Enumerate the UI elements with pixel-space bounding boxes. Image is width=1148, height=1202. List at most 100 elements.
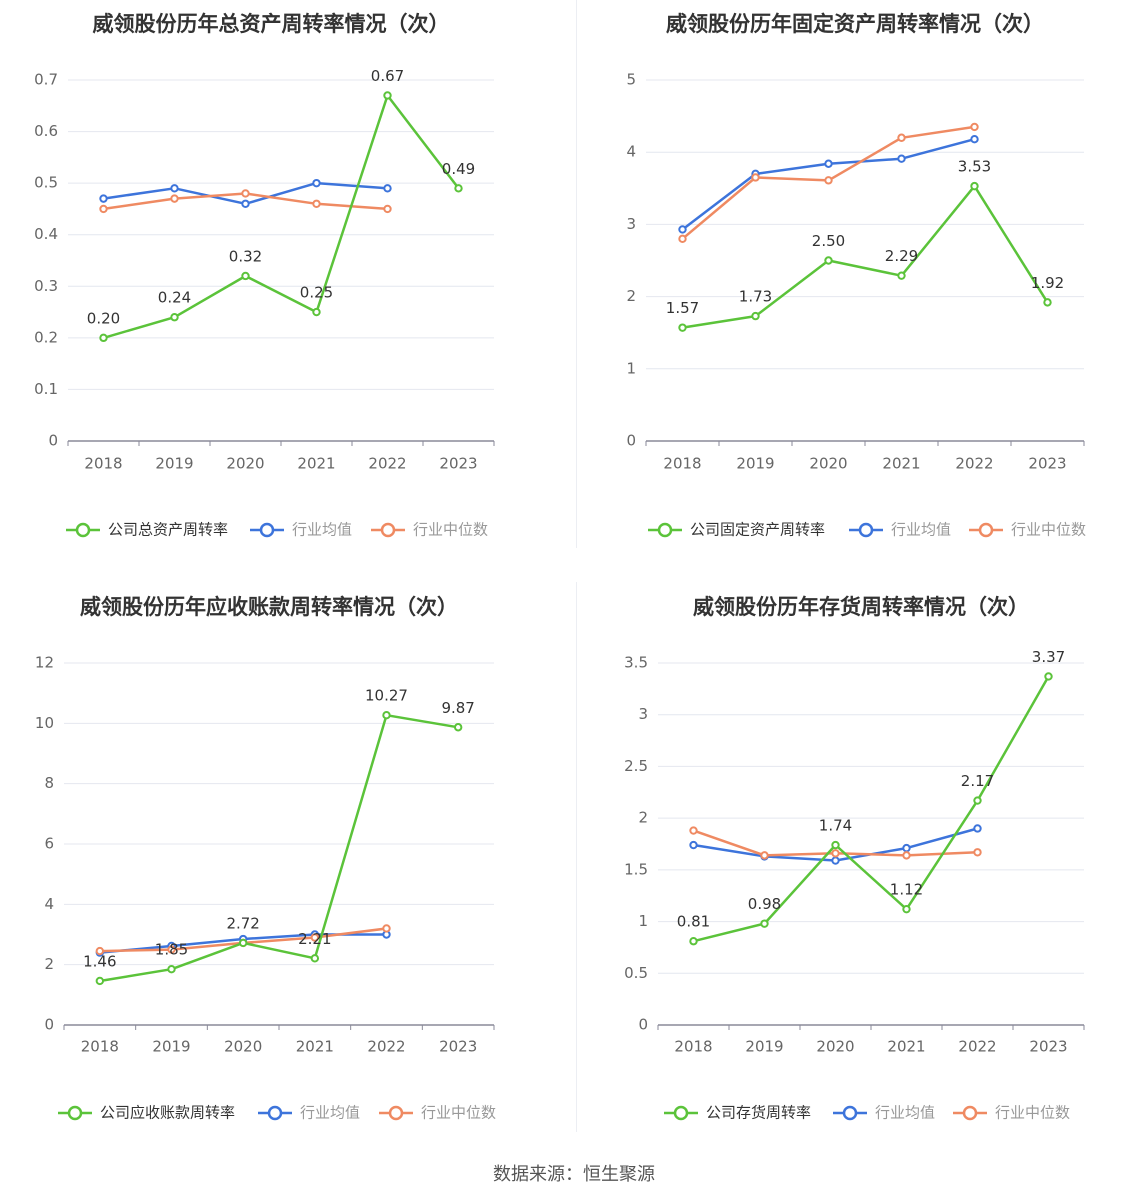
data-point	[760, 919, 769, 928]
legend-swatch-marker	[673, 1105, 689, 1121]
y-tick-label: 10	[35, 714, 54, 732]
data-point	[973, 824, 982, 833]
data-label: 1.12	[890, 881, 923, 899]
data-point	[170, 184, 179, 193]
data-point	[902, 843, 911, 853]
y-tick-label: 5	[626, 71, 636, 89]
legend-swatch-marker	[380, 522, 396, 538]
series-line	[99, 713, 459, 983]
data-point	[689, 826, 698, 835]
y-tick-label: 8	[44, 774, 54, 792]
data-point	[970, 181, 979, 191]
series-line	[682, 184, 1049, 329]
legend-label: 行业中位数	[1011, 521, 1086, 539]
data-point	[689, 937, 698, 946]
x-tick-label: 2020	[809, 455, 847, 473]
y-tick-label: 1	[638, 912, 648, 930]
data-point	[170, 313, 179, 322]
legend-swatch-marker	[267, 1105, 283, 1121]
x-tick-label: 2022	[955, 455, 993, 473]
legend-label: 公司应收账款周转率	[100, 1104, 235, 1122]
x-tick-label: 2022	[367, 1038, 405, 1056]
data-label: 0.67	[371, 67, 404, 85]
data-point	[95, 976, 105, 986]
data-point	[678, 225, 687, 234]
data-point	[382, 924, 391, 933]
data-label: 1.73	[739, 288, 772, 306]
data-point	[970, 122, 979, 132]
legend-swatch-marker	[858, 522, 874, 538]
series-line	[693, 675, 1050, 943]
data-point	[678, 234, 687, 244]
data-label: 1.92	[1031, 274, 1064, 292]
data-label: 1.46	[83, 952, 116, 970]
data-point	[241, 271, 250, 281]
y-tick-label: 12	[35, 654, 54, 672]
y-tick-label: 3	[626, 215, 636, 233]
data-point	[902, 851, 911, 860]
data-point	[383, 91, 392, 100]
y-tick-label: 4	[626, 143, 636, 161]
x-tick-label: 2023	[1029, 1038, 1067, 1056]
legend-label: 行业中位数	[413, 521, 488, 539]
data-label: 10.27	[365, 687, 408, 705]
data-point	[831, 840, 840, 850]
data-point	[310, 954, 320, 963]
chart-title: 威领股份历年固定资产周转率情况（次）	[666, 12, 1044, 36]
y-tick-label: 6	[44, 835, 54, 853]
data-point	[902, 904, 911, 914]
chart-title: 威领股份历年总资产周转率情况（次）	[93, 12, 450, 36]
legend-label: 行业中位数	[421, 1104, 496, 1122]
legend-label: 公司总资产周转率	[108, 521, 228, 539]
data-label: 0.98	[748, 895, 781, 913]
data-point	[897, 133, 906, 142]
legend-swatch-marker	[388, 1105, 404, 1121]
legend-label: 行业均值	[875, 1104, 935, 1122]
x-tick-label: 2023	[1028, 455, 1066, 473]
data-point	[973, 848, 982, 857]
data-label: 2.29	[885, 247, 918, 265]
data-label: 2.72	[226, 914, 259, 932]
x-tick-label: 2020	[226, 455, 264, 473]
data-point	[312, 307, 321, 317]
data-point	[973, 796, 982, 805]
legend-swatch-marker	[978, 522, 994, 538]
x-tick-label: 2022	[368, 455, 406, 473]
data-point	[99, 333, 108, 343]
y-tick-label: 0.6	[34, 122, 58, 140]
chart-total-asset-turnover: 威领股份历年总资产周转率情况（次） 0 0.1 0.2 0.3 0.4 0.5 0.6 0.7 2…	[0, 0, 574, 580]
y-tick-label: 2.5	[624, 757, 648, 775]
x-tick-label: 2019	[745, 1038, 783, 1056]
data-point	[678, 323, 687, 332]
chart-svg: 威领股份历年总资产周转率情况（次） 0 0.1 0.2 0.3 0.4 0.5 0.6 0.7 2…	[34, 12, 495, 539]
data-point	[382, 710, 391, 720]
divider-top	[576, 0, 577, 548]
data-label: 2.17	[961, 772, 994, 790]
y-tick-label: 0.2	[34, 328, 58, 346]
chart-svg: 威领股份历年应收账款周转率情况（次） 0 2 4 6 8 10 12 2018 2019 2020 2…	[35, 595, 496, 1122]
y-tick-label: 0	[48, 432, 58, 450]
legend-swatch-marker	[75, 522, 91, 538]
x-tick-label: 2019	[736, 455, 774, 473]
data-point	[824, 176, 833, 185]
data-point	[831, 856, 840, 865]
data-point	[241, 189, 250, 198]
data-point	[897, 154, 906, 163]
y-tick-label: 2	[626, 287, 636, 305]
chart-receivables-turnover: 威领股份历年应收账款周转率情况（次） 0 2 4 6 8 10 12 2018 2019 2020 2…	[0, 582, 574, 1162]
data-label: 1.85	[155, 941, 188, 959]
x-tick-label: 2018	[81, 1038, 119, 1056]
data-point	[312, 199, 321, 208]
data-label: 0.25	[300, 284, 333, 302]
legend-label: 公司存货周转率	[706, 1104, 811, 1122]
y-tick-label: 3	[638, 705, 648, 723]
legend-swatch-marker	[259, 522, 275, 538]
legend-swatch-marker	[962, 1105, 978, 1121]
data-label: 2.50	[812, 232, 845, 250]
data-point	[310, 933, 320, 942]
x-tick-label: 2018	[663, 455, 701, 473]
data-label: 1.74	[819, 817, 852, 835]
data-point	[95, 946, 105, 956]
data-label: 1.57	[666, 299, 699, 317]
legend-label: 行业均值	[300, 1104, 360, 1122]
